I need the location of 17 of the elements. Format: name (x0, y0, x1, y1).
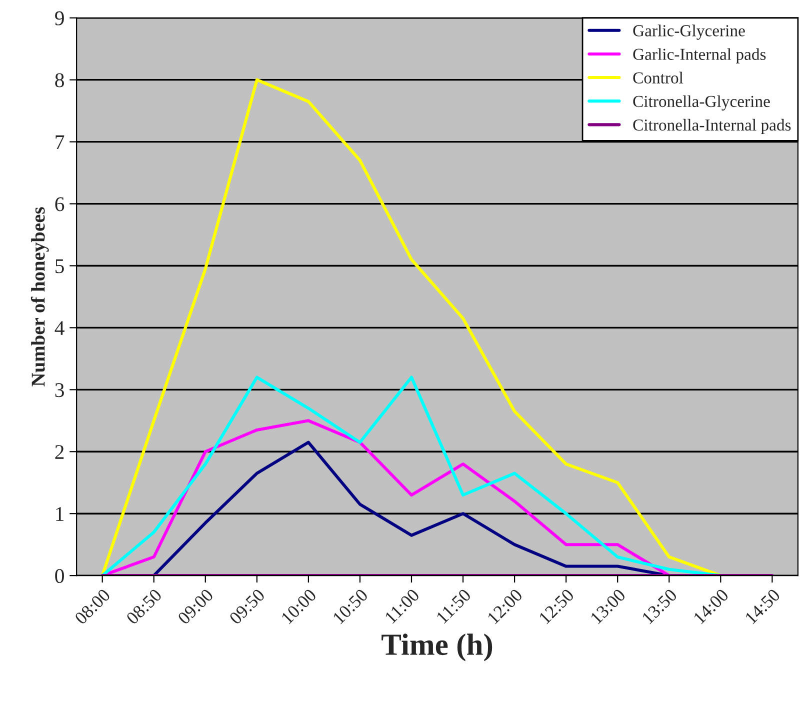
x-axis-title: Time (h) (382, 634, 492, 662)
y-tick-label: 6 (55, 197, 64, 212)
y-tick-label: 7 (56, 135, 64, 150)
y-tick-label: 9 (55, 11, 64, 26)
y-tick-label: 0 (55, 568, 64, 584)
legend-label: Control (633, 72, 684, 84)
legend-label: Garlic-Internal pads (633, 48, 766, 64)
legend-label: Citronella-Internal pads (633, 118, 791, 134)
y-tick-label: 3 (55, 383, 64, 398)
y-tick-label: 2 (55, 445, 64, 459)
y-tick-label: 4 (54, 321, 64, 335)
legend-label: Citronella-Glycerine (633, 95, 770, 110)
y-axis-title: Number of honeybees (30, 207, 49, 386)
y-tick-label: 1 (56, 507, 64, 521)
y-tick-label: 8 (55, 73, 64, 88)
legend-label: Garlic-Glycerine (633, 24, 745, 40)
y-tick-label: 5 (56, 259, 64, 274)
